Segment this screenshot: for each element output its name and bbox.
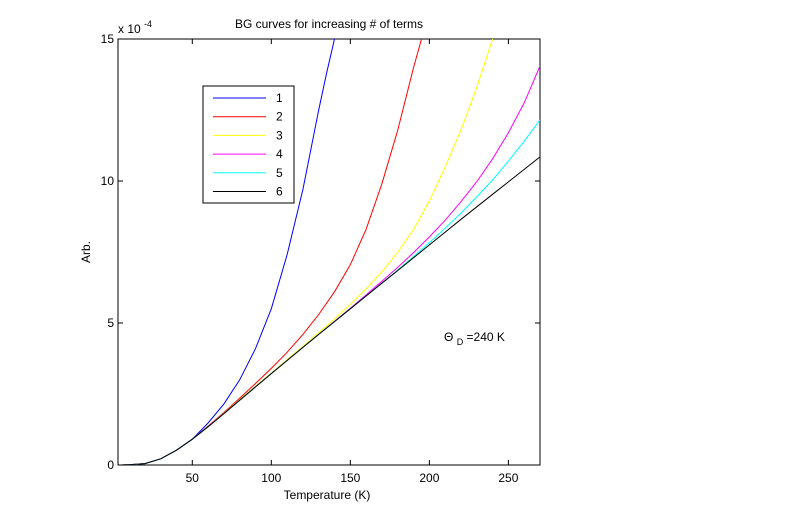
x-tick-label: 150 — [340, 471, 360, 485]
legend-label-6: 6 — [276, 185, 283, 199]
y-axis-label: Arb. — [79, 241, 93, 263]
legend-label-2: 2 — [276, 110, 283, 124]
y-tick-label: 10 — [101, 174, 115, 188]
legend-box — [202, 85, 295, 204]
x-tick-label: 50 — [186, 471, 200, 485]
legend-label-5: 5 — [276, 166, 283, 180]
chart-title: BG curves for increasing # of terms — [235, 17, 423, 31]
y-axis-multiplier: x 10 -4 — [118, 19, 152, 36]
plot-area — [117, 38, 541, 466]
y-multiplier-base: x 10 — [118, 22, 141, 36]
x-tick-label: 200 — [419, 471, 439, 485]
legend: 1 2 3 4 5 6 — [202, 85, 295, 204]
x-axis-label: Temperature (K) — [284, 488, 371, 502]
y-tick-label: 5 — [107, 316, 114, 330]
x-tick-label: 100 — [261, 471, 281, 485]
series-lines — [121, 39, 540, 465]
series-line-6 — [121, 156, 540, 465]
y-tick-label: 0 — [107, 458, 114, 472]
legend-label-1: 1 — [276, 91, 283, 105]
y-multiplier-exponent: -4 — [144, 19, 152, 29]
annotation-text: =240 K — [467, 330, 505, 344]
annotation-subscript: D — [457, 337, 464, 347]
legend-label-4: 4 — [276, 147, 283, 161]
x-tick-label: 250 — [498, 471, 518, 485]
theta-d-annotation: Θ D =240 K — [444, 330, 505, 348]
legend-label-3: 3 — [276, 128, 283, 142]
annotation-symbol: Θ — [444, 330, 453, 344]
y-tick-label: 15 — [101, 32, 115, 46]
